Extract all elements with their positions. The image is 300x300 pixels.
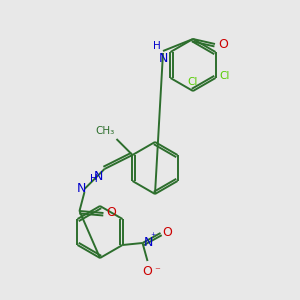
- Text: O: O: [142, 265, 152, 278]
- Text: O: O: [106, 206, 116, 220]
- Text: O: O: [218, 38, 228, 50]
- Text: N: N: [77, 182, 86, 196]
- Text: Cl: Cl: [220, 71, 230, 81]
- Text: Cl: Cl: [188, 77, 198, 87]
- Text: H: H: [91, 174, 98, 184]
- Text: ⁻: ⁻: [154, 266, 160, 276]
- Text: O: O: [163, 226, 172, 238]
- Text: ⁺: ⁺: [151, 232, 156, 242]
- Text: CH₃: CH₃: [95, 126, 115, 136]
- Text: H: H: [153, 41, 161, 51]
- Text: N: N: [158, 52, 168, 65]
- Text: N: N: [94, 170, 104, 183]
- Text: N: N: [143, 236, 153, 250]
